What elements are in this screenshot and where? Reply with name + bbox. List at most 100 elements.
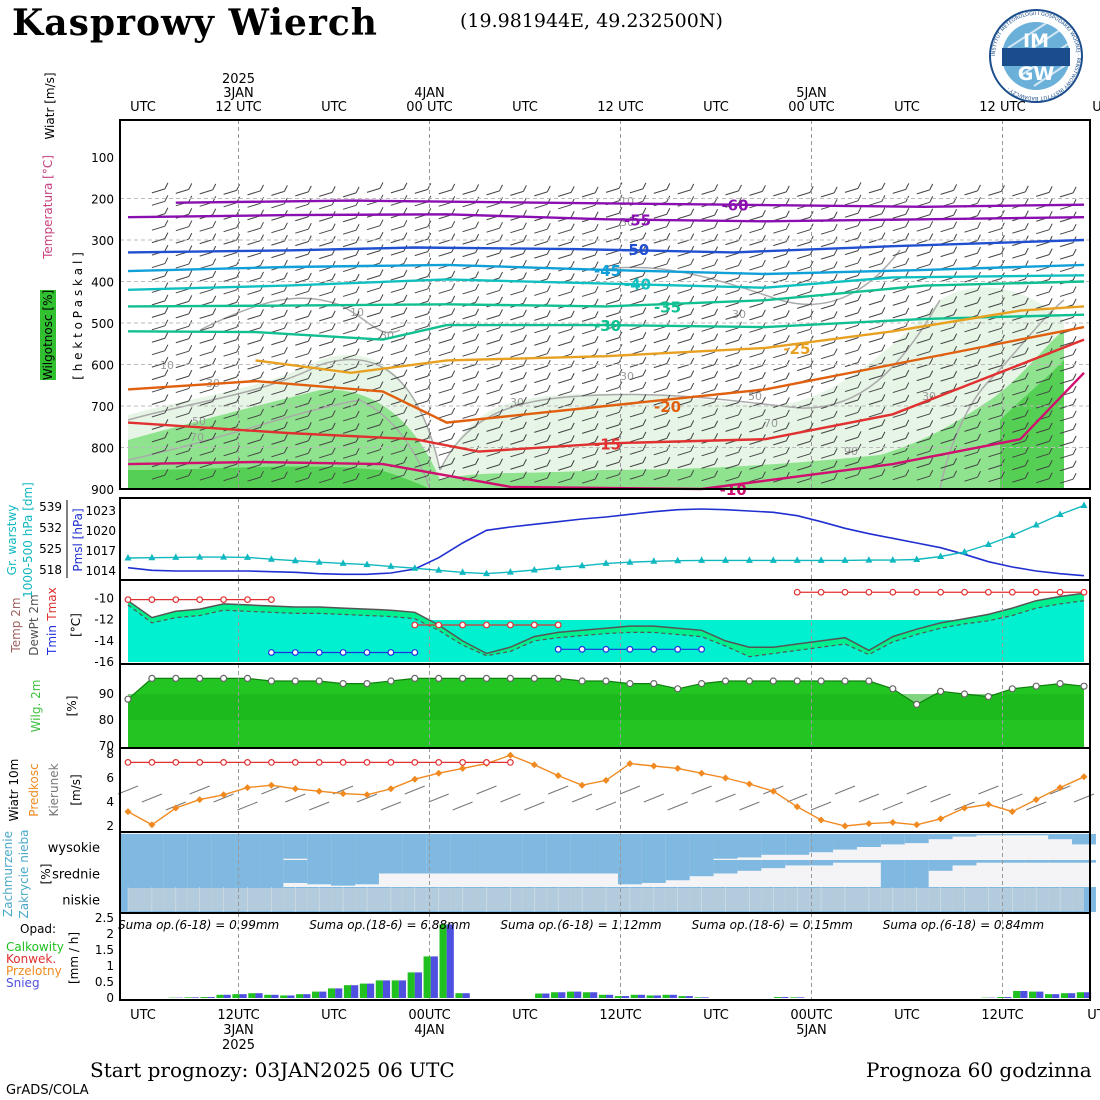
wind-barb (749, 414, 763, 420)
wind-barb (868, 250, 883, 256)
precip-sum-label: Suma op.(6-18) = 0.84mm (883, 918, 1044, 932)
humidity-marker (1056, 679, 1064, 688)
wind-barb (677, 288, 691, 294)
wind-barb (629, 412, 644, 418)
pmsl-tick: 1020 (85, 524, 116, 538)
time-tick-top: 00 UTC (406, 100, 452, 115)
wind-speed-side-label: Predkosc (27, 763, 41, 816)
wind-barb (690, 220, 695, 228)
humidity-marker (148, 674, 156, 683)
wind-barb (701, 413, 715, 419)
wind-barb (499, 209, 503, 216)
wind-barb (701, 277, 715, 282)
wind-speed-marker (578, 781, 586, 789)
wind-barb (175, 226, 189, 232)
wind-barb (629, 375, 644, 381)
wind-barb (642, 294, 647, 302)
humidity-marker (913, 700, 921, 709)
wind-barb (247, 389, 261, 395)
wind-barb (594, 448, 599, 455)
wind-barb (905, 208, 910, 215)
wind-barb (964, 227, 978, 233)
precip-total-bar (1076, 992, 1084, 998)
wind-barb (1036, 241, 1050, 247)
wind-barb (642, 332, 647, 339)
wind-barb (164, 369, 169, 376)
wind-barb (642, 394, 647, 401)
wind-barb (833, 248, 838, 256)
wind-barb (438, 425, 452, 431)
wind-barb (701, 339, 715, 345)
wind-barb (761, 210, 766, 217)
wind-barb (749, 452, 763, 458)
wind-barb (558, 378, 572, 384)
wind-barb (797, 266, 811, 272)
wind-barb (534, 241, 548, 247)
wind-dir-side-label: Kierunek (47, 763, 61, 816)
wind-barb (844, 250, 859, 256)
wind-barb (629, 362, 644, 368)
cloud-bar (785, 860, 810, 866)
wind-barb (857, 256, 862, 264)
wind-barb (916, 326, 930, 332)
wind-barb (366, 225, 381, 231)
wind-direction-barb (906, 785, 927, 795)
wind-barb (916, 226, 930, 232)
wind-barb (701, 289, 715, 295)
wind-barb (820, 366, 835, 372)
wind-barb (379, 381, 384, 388)
humidity-marker (936, 687, 945, 696)
wind-barb (797, 353, 811, 359)
wind-barb (475, 408, 480, 415)
day-label-top: 2025 (222, 72, 255, 87)
wind-barb (307, 310, 312, 317)
wind-barb (295, 228, 309, 234)
layer-marker (674, 556, 682, 564)
wind-barb (642, 444, 647, 451)
wind-barb (868, 263, 883, 269)
wind-barb (714, 395, 719, 403)
wind-barb (570, 260, 575, 268)
wind-barb (785, 447, 790, 454)
tminmax-marker (650, 645, 658, 653)
wind-barb (605, 461, 620, 467)
wind-barb (857, 207, 862, 214)
wind-barb (1048, 472, 1053, 479)
tminmax-marker (339, 649, 347, 656)
wind-barb (761, 409, 766, 416)
wind-barb (283, 309, 288, 317)
wind-barb (390, 474, 405, 480)
wind-barb (797, 465, 811, 471)
precip-total-bar (280, 995, 288, 998)
wind-barb (366, 374, 381, 380)
wind-barb (236, 221, 241, 228)
cloud-bar (139, 834, 164, 860)
wind-barb (929, 420, 934, 427)
wind-barb (379, 368, 384, 376)
wind-barb (833, 298, 838, 306)
wind-barb (653, 425, 667, 431)
wind-barb (820, 391, 835, 397)
wind-barb (953, 233, 958, 241)
precip-total-bar (535, 993, 543, 998)
wind-barb (1036, 291, 1050, 297)
wind-barb (785, 222, 790, 230)
wind-barb (1059, 478, 1074, 484)
wind-barb (594, 223, 599, 231)
wind-barb (988, 477, 1002, 483)
wind-barb (797, 478, 811, 484)
wind-barb (785, 384, 790, 392)
cloud-bar (307, 860, 332, 885)
wind-barb (534, 228, 548, 234)
wind-barb (809, 422, 814, 430)
wind-barb (331, 372, 336, 380)
wind-gust-marker (244, 759, 251, 766)
svg-text:GW: GW (1018, 63, 1055, 85)
wind-barb (833, 410, 838, 418)
precip-total-bar (1044, 994, 1053, 998)
wind-barb (271, 340, 285, 346)
wind-barb (1048, 410, 1053, 417)
humidity-marker (387, 677, 395, 685)
wind-speed-marker (172, 804, 180, 812)
wind-barb (881, 307, 886, 314)
